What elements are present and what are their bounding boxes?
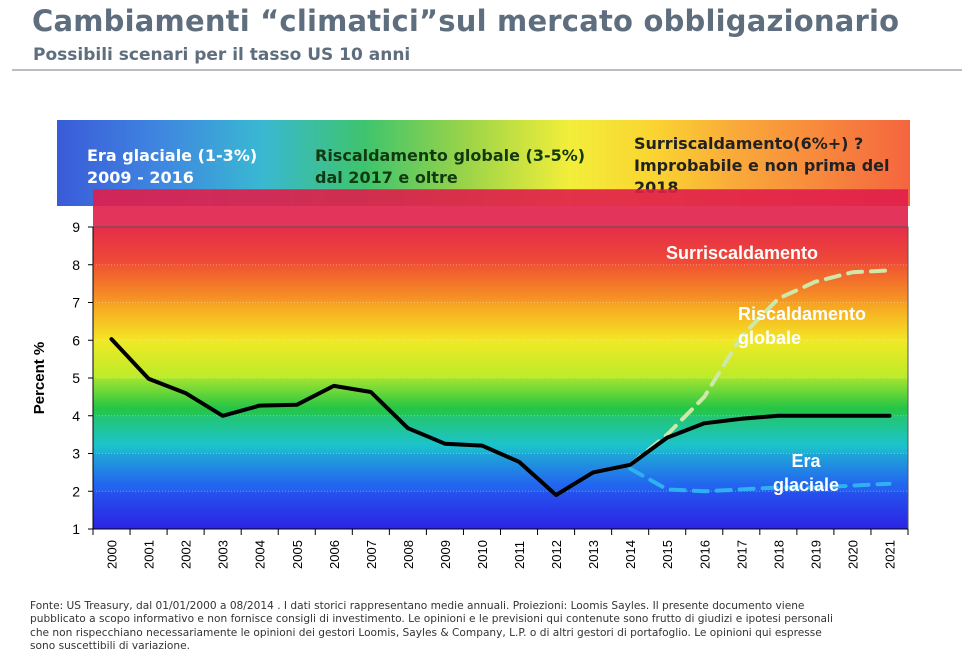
x-tick-label: 2013 bbox=[586, 540, 601, 569]
x-tick-label: 2018 bbox=[771, 540, 786, 569]
x-tick-label: 2000 bbox=[105, 540, 120, 569]
x-tick-label: 2009 bbox=[438, 540, 453, 569]
x-tick-label: 2019 bbox=[808, 540, 823, 569]
banner-text: 2009 - 2016 bbox=[87, 168, 194, 187]
x-tick-label: 2003 bbox=[216, 540, 231, 569]
x-tick-label: 2020 bbox=[845, 540, 860, 569]
series-line bbox=[628, 268, 892, 467]
y-tick-label: 1 bbox=[72, 521, 80, 537]
y-tick-label: 6 bbox=[72, 332, 80, 348]
scenario-banner: Era glaciale (1-3%) 2009 - 2016 Riscalda… bbox=[57, 120, 910, 206]
x-tick-label: 2011 bbox=[512, 541, 527, 569]
footnote-line: pubblicato a scopo informativo e non for… bbox=[30, 613, 833, 626]
x-tick-label: 2008 bbox=[401, 540, 416, 569]
y-tick-label: 5 bbox=[72, 370, 80, 386]
background-band bbox=[93, 189, 908, 227]
y-tick-label: 4 bbox=[72, 408, 80, 424]
x-tick-label: 2021 bbox=[882, 540, 897, 569]
x-tick-label: 2010 bbox=[475, 540, 490, 569]
zone-label: globale bbox=[738, 328, 801, 348]
x-tick-label: 2007 bbox=[364, 540, 379, 569]
banner-text: dal 2017 e oltre bbox=[315, 168, 458, 187]
y-tick-label: 2 bbox=[72, 483, 80, 499]
y-tick-label: 8 bbox=[72, 257, 80, 273]
x-tick-label: 2005 bbox=[290, 540, 305, 569]
page-title: Cambiamenti “climatici”sul mercato obbli… bbox=[32, 4, 900, 38]
x-tick-label: 2014 bbox=[623, 540, 638, 569]
page-subtitle: Possibili scenari per il tasso US 10 ann… bbox=[33, 45, 411, 65]
banner-text: Improbabile e non prima del bbox=[634, 156, 890, 175]
banner-text: Surriscaldamento(6%+) ? bbox=[634, 134, 864, 153]
zone-label: glaciale bbox=[773, 475, 839, 495]
x-tick-label: 2004 bbox=[253, 540, 268, 569]
y-tick-label: 7 bbox=[72, 295, 80, 311]
footnote-line: sono suscettibili di variazione. bbox=[30, 639, 191, 652]
footnote-line: Fonte: US Treasury, dal 01/01/2000 a 08/… bbox=[30, 600, 805, 612]
series-line bbox=[109, 337, 892, 497]
x-tick-label: 2001 bbox=[142, 540, 157, 569]
title-divider bbox=[12, 69, 962, 71]
banner-scenario-warming: Riscaldamento globale (3-5%) dal 2017 e … bbox=[315, 145, 585, 189]
x-tick-label: 2017 bbox=[734, 540, 749, 569]
banner-text: Riscaldamento globale (3-5%) bbox=[315, 146, 586, 165]
banner-text: Era glaciale (1-3%) bbox=[87, 146, 258, 165]
x-tick-label: 2006 bbox=[327, 540, 342, 569]
x-tick-label: 2015 bbox=[660, 540, 675, 569]
zone-label: Era bbox=[791, 451, 821, 471]
y-axis-label: Percent % bbox=[31, 342, 48, 415]
yield-chart: 1 2 3 4 5 6 7 8 9 Percent % 2000 2001 2002 2003 2004 20… bbox=[31, 189, 909, 569]
zone-label: Riscaldamento bbox=[738, 304, 866, 324]
zone-label: Surriscaldamento bbox=[666, 243, 818, 263]
y-tick-label: 3 bbox=[72, 446, 80, 462]
x-tick-label: 2016 bbox=[697, 540, 712, 569]
x-tick-label: 2002 bbox=[179, 540, 194, 569]
x-tick-label: 2012 bbox=[549, 540, 564, 569]
y-tick-label: 9 bbox=[72, 219, 80, 235]
series-line bbox=[628, 466, 892, 494]
footnote-line: che non rispecchiano necessariamente le … bbox=[30, 626, 822, 639]
banner-scenario-overheating: Surriscaldamento(6%+) ? Improbabile e no… bbox=[634, 133, 889, 199]
banner-scenario-glacial: Era glaciale (1-3%) 2009 - 2016 bbox=[87, 145, 257, 189]
footnote: Fonte: US Treasury, dal 01/01/2000 a 08/… bbox=[30, 600, 930, 653]
band-gradient-overlay bbox=[93, 227, 908, 529]
